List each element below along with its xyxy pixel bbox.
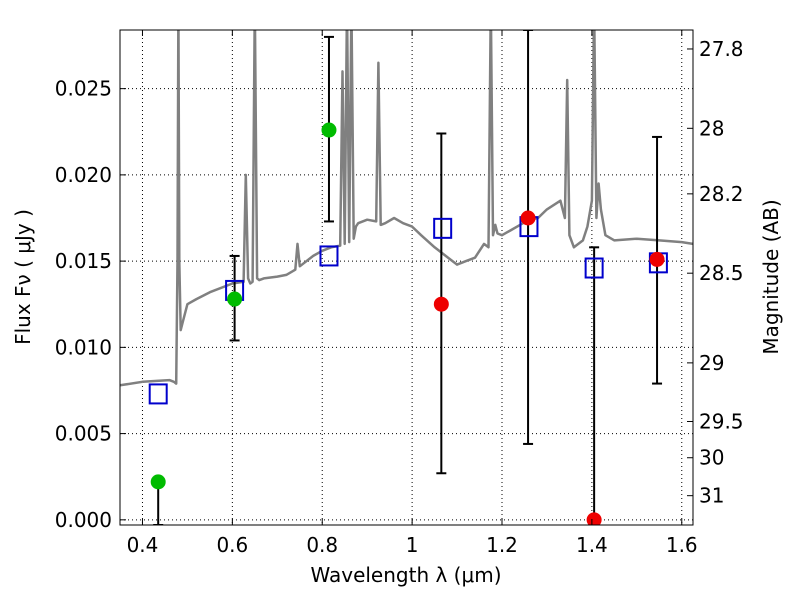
x-axis-title: Wavelength λ (μm) xyxy=(310,563,501,587)
y-axis-title: Flux Fν ( μJy ) xyxy=(11,209,35,345)
y2-tick-label: 31 xyxy=(699,484,724,508)
square-marker xyxy=(319,245,339,267)
gridlines xyxy=(120,30,693,525)
y2-tick-label: 28.5 xyxy=(699,261,744,285)
plot-background xyxy=(120,30,693,525)
square-marker xyxy=(584,257,604,279)
y2-tick-label: 28.2 xyxy=(699,182,744,206)
y2-tick-label: 28 xyxy=(699,116,724,140)
x-tick-label: 1.6 xyxy=(666,533,698,557)
x-tick-label: 0.6 xyxy=(216,533,248,557)
y2-tick-label: 30 xyxy=(699,446,724,470)
y-tick-label: 0.020 xyxy=(55,163,112,187)
x-tick-label: 1 xyxy=(406,533,419,557)
y-tick-label: 0.025 xyxy=(55,77,112,101)
x-tick-label: 1.2 xyxy=(486,533,518,557)
y-tick-label: 0.000 xyxy=(55,508,112,532)
square-marker xyxy=(433,217,453,239)
ticks xyxy=(120,30,693,525)
circle-marker xyxy=(520,210,536,226)
y-tick-label: 0.015 xyxy=(55,249,112,273)
markers xyxy=(148,122,668,525)
x-tick-label: 0.8 xyxy=(306,533,338,557)
y2-tick-label: 29.5 xyxy=(699,410,744,434)
square-marker xyxy=(148,383,168,405)
x-tick-label: 1.4 xyxy=(576,533,608,557)
y-tick-label: 0.010 xyxy=(55,335,112,359)
circle-marker xyxy=(649,251,665,267)
y2-axis-title: Magnitude (AB) xyxy=(759,199,783,354)
y2-tick-label: 29 xyxy=(699,351,724,375)
circle-marker xyxy=(433,296,449,312)
circle-marker xyxy=(227,291,243,307)
plot-frame xyxy=(119,29,694,526)
circle-marker xyxy=(586,512,602,525)
y-tick-label: 0.005 xyxy=(55,422,112,446)
circle-marker xyxy=(321,122,337,138)
y2-tick-label: 27.8 xyxy=(699,37,744,61)
tick-labels: 0.4 0.6 0.8 1 1.2 1.4 1.6 0.000 0.005 0.010 0.015 0… xyxy=(55,37,744,557)
x-tick-label: 0.4 xyxy=(127,533,159,557)
circle-marker xyxy=(150,474,166,490)
